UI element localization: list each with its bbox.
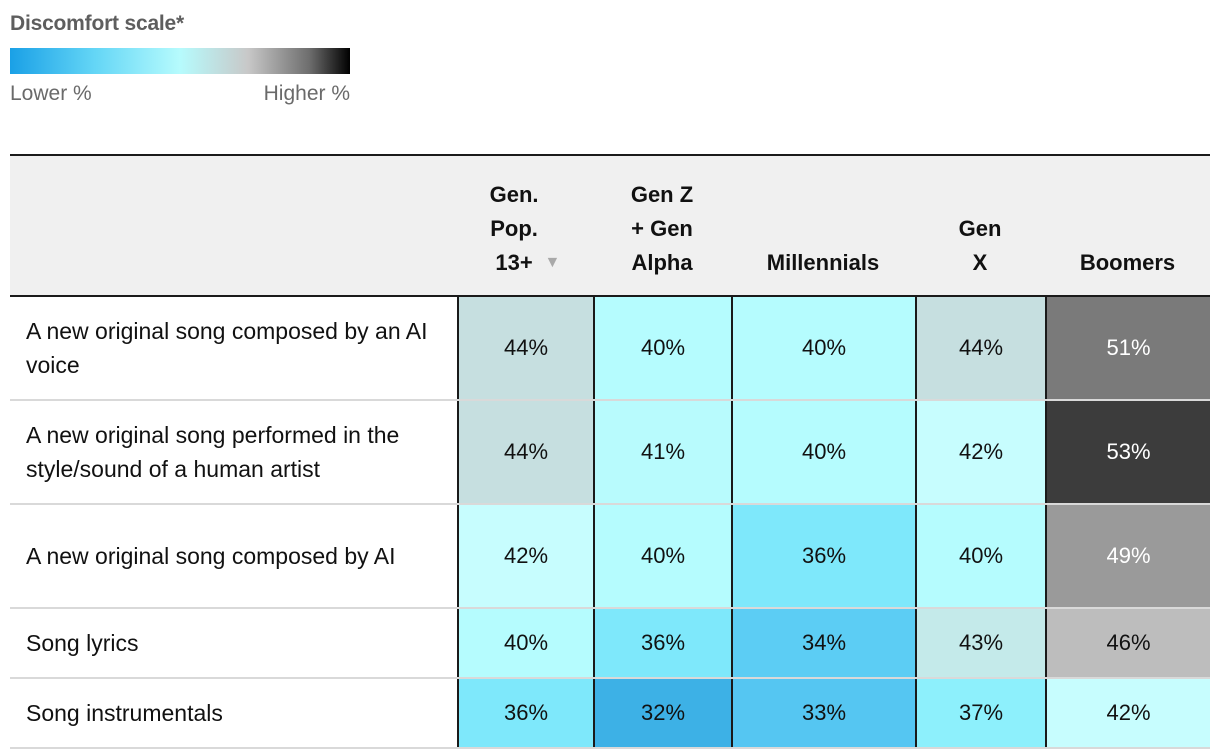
- heatmap-cell: 40%: [731, 401, 915, 503]
- row-label: A new original song performed in the sty…: [26, 422, 400, 482]
- heatmap-cell: 40%: [457, 609, 593, 677]
- heatmap-cell: 49%: [1045, 505, 1210, 607]
- heatmap-cell: 51%: [1045, 297, 1210, 399]
- legend-title: Discomfort scale*: [10, 12, 185, 35]
- heatmap-cell: 32%: [593, 679, 731, 747]
- legend-low-label: Lower %: [10, 82, 92, 105]
- row-label: Song instrumentals: [26, 700, 223, 726]
- column-header-millennials[interactable]: Millennials: [731, 156, 915, 295]
- heatmap-cell: 40%: [731, 297, 915, 399]
- table-row: A new original song composed by an AI vo…: [10, 297, 1210, 401]
- heatmap-cell: 46%: [1045, 609, 1210, 677]
- table-row: A new original song composed by AI 42% 40%…: [10, 505, 1210, 609]
- heatmap-cell: 44%: [915, 297, 1045, 399]
- legend-gradient-bar: [10, 48, 350, 74]
- heatmap-cell: 42%: [457, 505, 593, 607]
- heatmap-cell: 33%: [731, 679, 915, 747]
- table-header: Gen. Pop. 13+ ▼ Gen Z + Gen Alpha Millenn…: [10, 154, 1210, 297]
- column-header-label: Gen X: [958, 216, 1002, 275]
- heatmap-cell: 36%: [457, 679, 593, 747]
- column-header-boomers[interactable]: Boomers: [1045, 156, 1210, 295]
- heatmap-cell: 43%: [915, 609, 1045, 677]
- row-label: Song lyrics: [26, 630, 139, 656]
- color-scale-legend: Discomfort scale* Lower % Higher %: [10, 12, 350, 106]
- table-row: Song lyrics 40% 36% 34% 43% 46%: [10, 609, 1210, 679]
- column-header-gen-z-alpha[interactable]: Gen Z + Gen Alpha: [593, 156, 731, 295]
- header-blank: [10, 156, 457, 295]
- heatmap-table: Gen. Pop. 13+ ▼ Gen Z + Gen Alpha Millenn…: [10, 154, 1210, 749]
- column-header-gen-x[interactable]: Gen X: [915, 156, 1045, 295]
- column-header-gen-pop[interactable]: Gen. Pop. 13+ ▼: [457, 156, 593, 295]
- sort-descending-icon: ▼: [544, 254, 561, 271]
- heatmap-cell: 40%: [915, 505, 1045, 607]
- column-header-label: Millennials: [766, 250, 880, 275]
- heatmap-cell: 53%: [1045, 401, 1210, 503]
- row-label: A new original song composed by AI: [26, 543, 396, 569]
- heatmap-cell: 40%: [593, 505, 731, 607]
- heatmap-cell: 40%: [593, 297, 731, 399]
- heatmap-cell: 36%: [731, 505, 915, 607]
- heatmap-cell: 42%: [915, 401, 1045, 503]
- row-label: A new original song composed by an AI vo…: [26, 318, 428, 378]
- heatmap-cell: 34%: [731, 609, 915, 677]
- heatmap-cell: 37%: [915, 679, 1045, 747]
- heatmap-cell: 44%: [457, 401, 593, 503]
- heatmap-cell: 42%: [1045, 679, 1210, 747]
- column-header-label: Gen. Pop. 13+: [489, 182, 539, 275]
- table-row: A new original song performed in the sty…: [10, 401, 1210, 505]
- legend-labels: Lower % Higher %: [10, 82, 350, 106]
- heatmap-cell: 44%: [457, 297, 593, 399]
- column-header-label: Gen Z + Gen Alpha: [630, 182, 694, 275]
- column-header-label: Boomers: [1079, 250, 1176, 275]
- heatmap-cell: 36%: [593, 609, 731, 677]
- table-row: Song instrumentals 36% 32% 33% 37% 42%: [10, 679, 1210, 749]
- heatmap-cell: 41%: [593, 401, 731, 503]
- legend-high-label: Higher %: [263, 82, 350, 105]
- table-body: A new original song composed by an AI vo…: [10, 297, 1210, 749]
